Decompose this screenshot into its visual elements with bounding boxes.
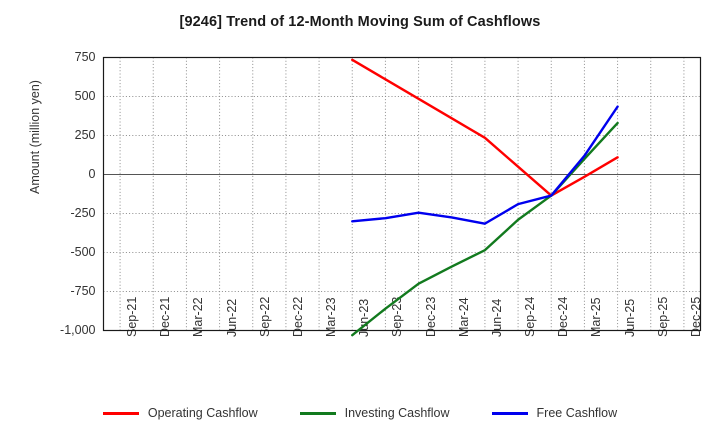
legend-label: Operating Cashflow bbox=[147, 406, 258, 420]
grid-lines bbox=[103, 57, 701, 331]
y-tick-label: 0 bbox=[88, 166, 96, 181]
legend-item[interactable]: Free Cashflow bbox=[491, 406, 618, 420]
legend-line-swatch bbox=[102, 411, 139, 415]
y-tick-label: 250 bbox=[74, 127, 96, 142]
data-series-lines bbox=[351, 58, 619, 337]
legend-item[interactable]: Operating Cashflow bbox=[102, 406, 258, 420]
y-tick-label: -1,000 bbox=[60, 322, 96, 337]
y-tick-label: -750 bbox=[70, 283, 96, 298]
legend-line-swatch bbox=[491, 411, 528, 415]
y-tick-label: 500 bbox=[74, 88, 96, 103]
chart-legend: Operating Cashflow Investing Cashflow Free… bbox=[0, 406, 720, 420]
y-tick-label: -500 bbox=[70, 244, 96, 259]
legend-item[interactable]: Investing Cashflow bbox=[299, 406, 450, 420]
chart-title: [9246] Trend of 12-Month Moving Sum of C… bbox=[179, 14, 541, 30]
legend-label: Investing Cashflow bbox=[344, 406, 450, 420]
y-tick-label: -250 bbox=[70, 205, 96, 220]
legend-line-swatch bbox=[299, 411, 336, 415]
plot-frame bbox=[102, 56, 702, 332]
legend-label: Free Cashflow bbox=[536, 406, 618, 420]
y-tick-label: 750 bbox=[74, 49, 96, 64]
